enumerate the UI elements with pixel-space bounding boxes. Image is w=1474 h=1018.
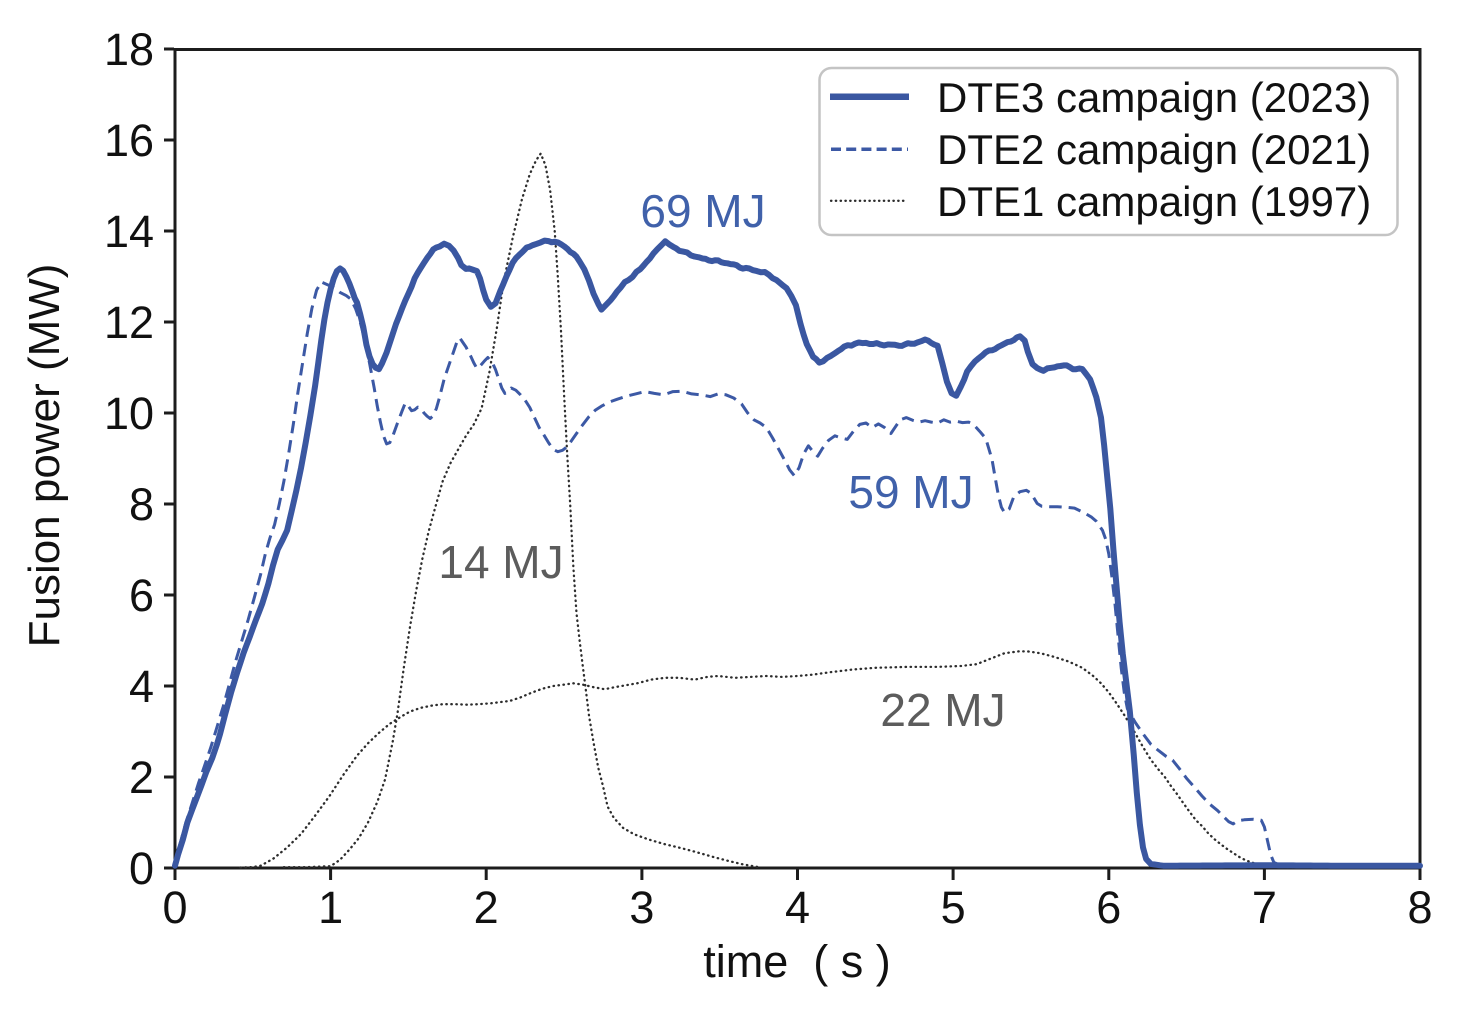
svg-text:6: 6 xyxy=(129,570,154,621)
svg-text:14: 14 xyxy=(104,206,154,257)
svg-text:2: 2 xyxy=(129,752,154,803)
svg-text:18: 18 xyxy=(104,24,154,75)
svg-text:0: 0 xyxy=(162,882,187,933)
svg-text:14 MJ: 14 MJ xyxy=(438,536,563,588)
svg-text:7: 7 xyxy=(1252,882,1277,933)
svg-text:69 MJ: 69 MJ xyxy=(640,185,765,237)
svg-text:22 MJ: 22 MJ xyxy=(880,684,1005,736)
svg-text:DTE2 campaign (2021): DTE2 campaign (2021) xyxy=(937,126,1371,173)
svg-text:4: 4 xyxy=(129,661,154,712)
svg-text:3: 3 xyxy=(629,882,654,933)
svg-text:4: 4 xyxy=(785,882,810,933)
svg-text:Fusion power (MW): Fusion power (MW) xyxy=(20,264,69,648)
svg-text:8: 8 xyxy=(129,479,154,530)
svg-text:8: 8 xyxy=(1407,882,1432,933)
svg-text:DTE3 campaign (2023): DTE3 campaign (2023) xyxy=(937,74,1371,121)
svg-text:5: 5 xyxy=(941,882,966,933)
svg-text:12: 12 xyxy=(104,297,154,348)
svg-text:16: 16 xyxy=(104,115,154,166)
svg-text:0: 0 xyxy=(129,843,154,894)
svg-text:6: 6 xyxy=(1096,882,1121,933)
svg-text:time ( s ): time ( s ) xyxy=(703,936,891,987)
svg-text:59 MJ: 59 MJ xyxy=(848,466,973,518)
svg-text:1: 1 xyxy=(318,882,343,933)
svg-text:DTE1 campaign (1997): DTE1 campaign (1997) xyxy=(937,178,1371,225)
svg-text:2: 2 xyxy=(474,882,499,933)
svg-text:10: 10 xyxy=(104,388,154,439)
